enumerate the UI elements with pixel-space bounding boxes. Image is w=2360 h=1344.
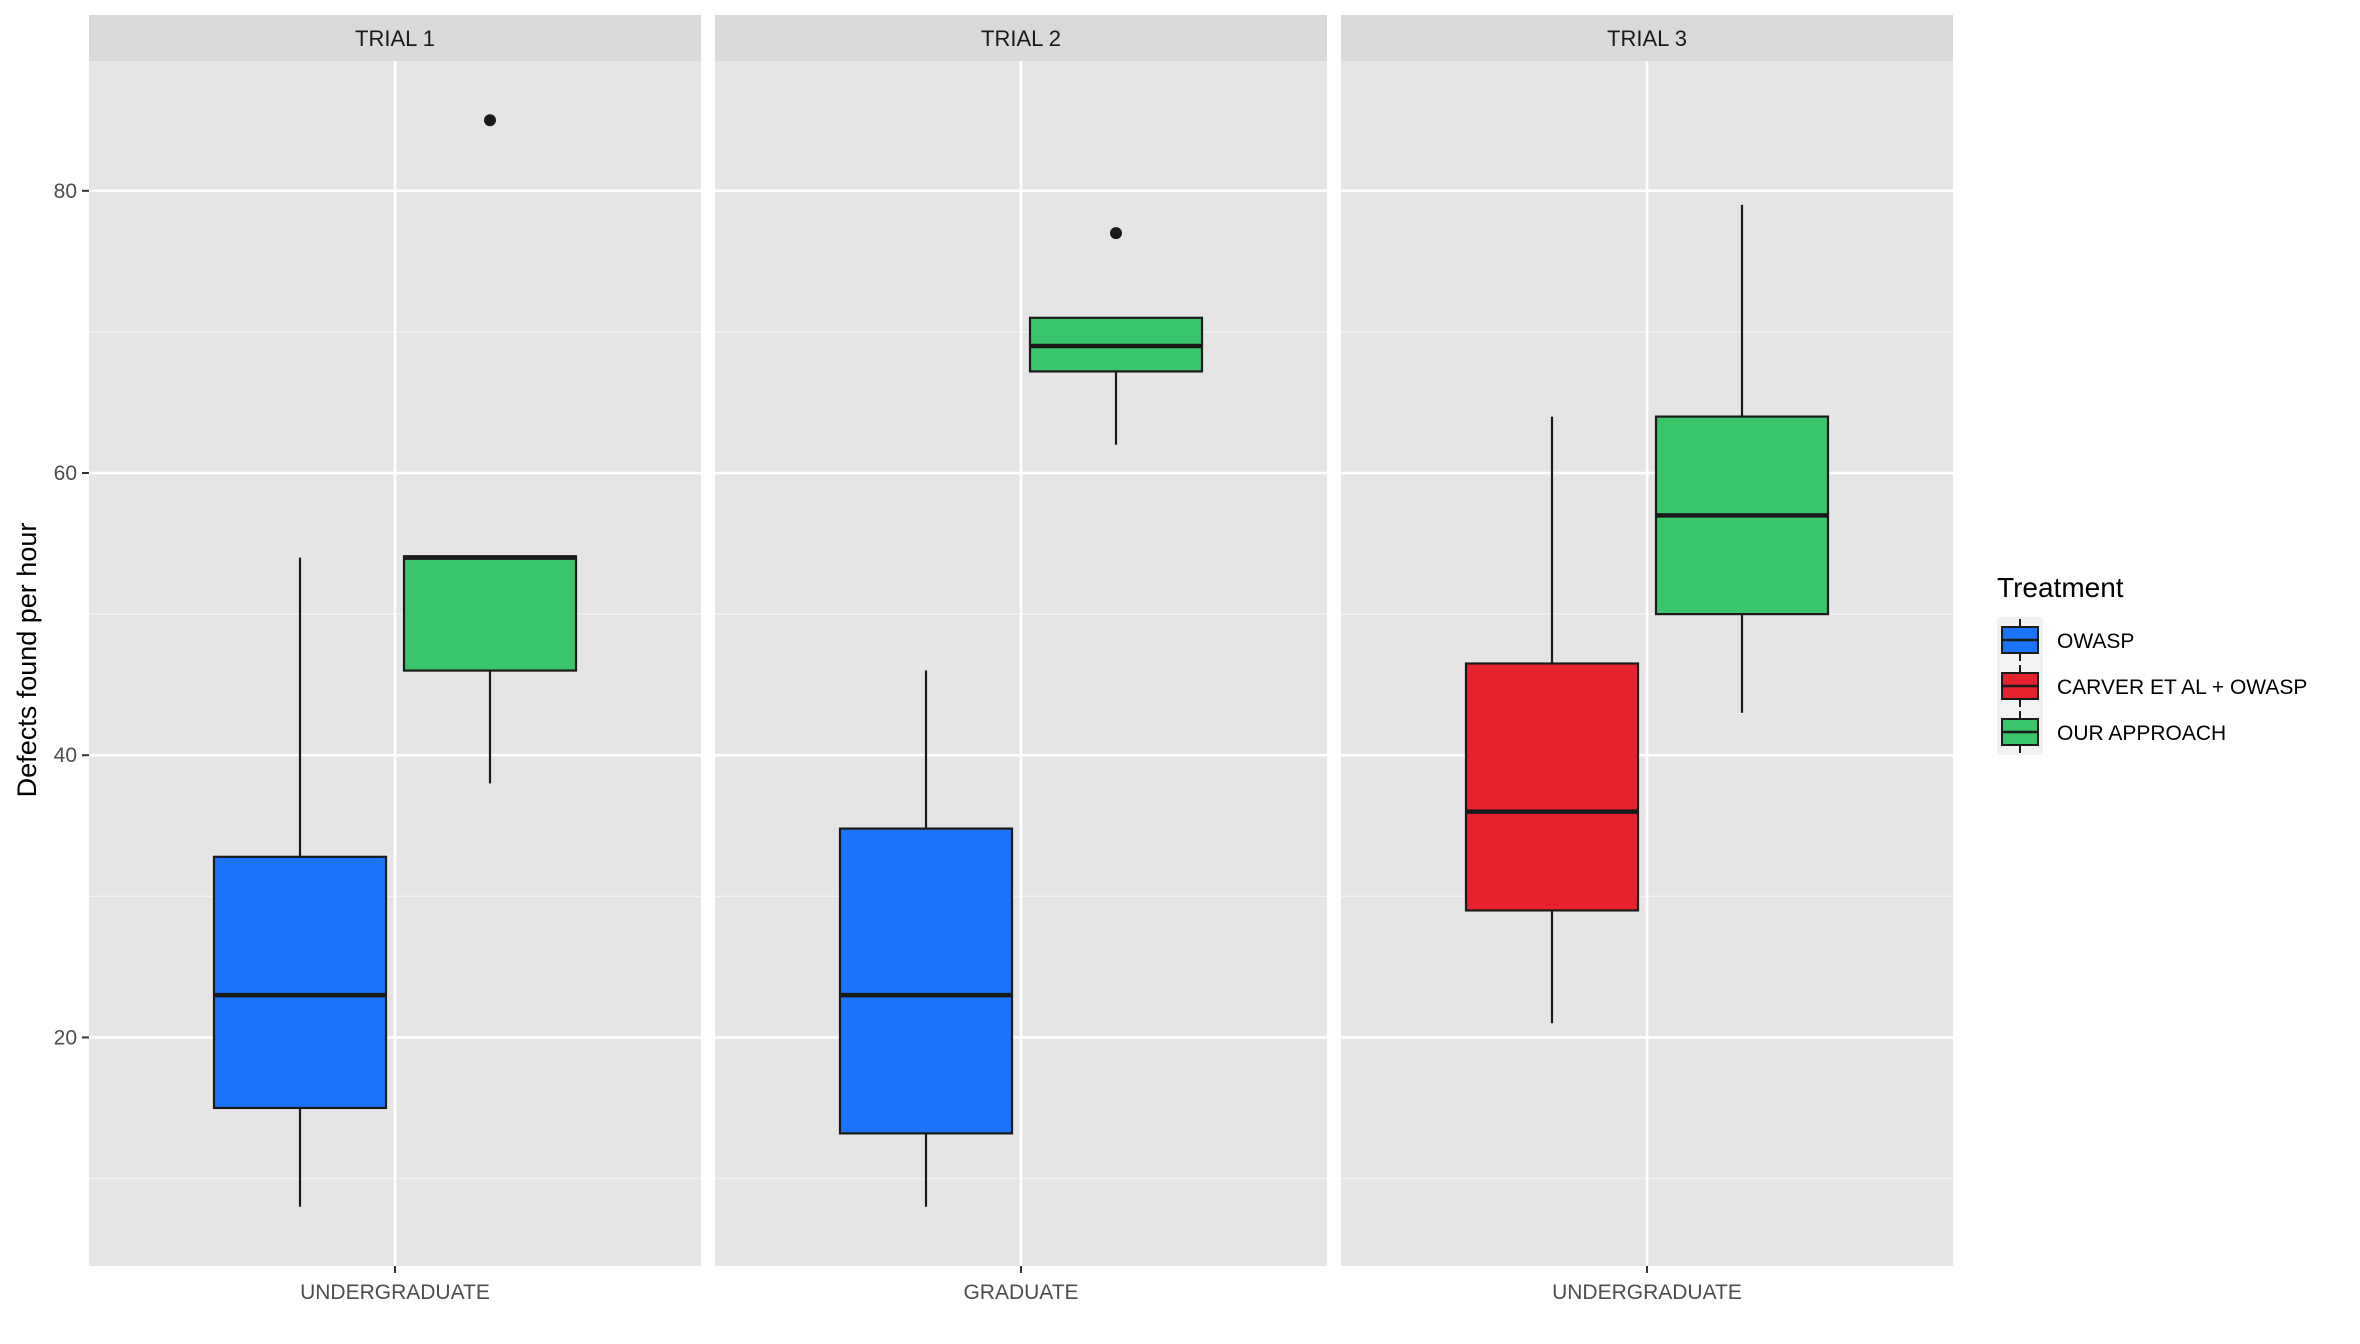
outlier-point bbox=[1110, 227, 1122, 240]
outlier-point bbox=[484, 114, 496, 127]
box-iqr bbox=[212, 855, 388, 1110]
y-axis: 20 40 60 80 bbox=[54, 180, 89, 1049]
y-tick-label: 60 bbox=[54, 462, 77, 485]
box-iqr bbox=[1464, 662, 1640, 912]
box-our-approach bbox=[1654, 204, 1830, 713]
strip-label: TRIAL 3 bbox=[1607, 26, 1687, 51]
legend-entry-carver-et-al-owasp: CARVER ET AL + OWASP bbox=[1997, 663, 2307, 709]
strip-label: TRIAL 1 bbox=[355, 26, 435, 51]
box-owasp bbox=[838, 670, 1014, 1207]
box-our-approach bbox=[402, 114, 578, 784]
y-tick-label: 20 bbox=[54, 1026, 77, 1049]
facet-panel-2: TRIAL 2 GRADUATE bbox=[715, 15, 1327, 1304]
box-our-approach bbox=[1028, 227, 1204, 445]
box-iqr bbox=[838, 827, 1014, 1135]
facet-panel-1: TRIAL 1 UNDERGRADUATE bbox=[89, 15, 701, 1304]
y-axis-title: Defects found per hour bbox=[12, 523, 42, 798]
x-tick-label: UNDERGRADUATE bbox=[300, 1281, 490, 1304]
legend-entry-our-approach: OUR APPROACH bbox=[1997, 709, 2226, 755]
legend-title: Treatment bbox=[1997, 572, 2124, 603]
y-tick-label: 80 bbox=[54, 180, 77, 203]
box-carver-et-al-owasp bbox=[1464, 416, 1640, 1024]
legend-entry-owasp: OWASP bbox=[1997, 617, 2134, 663]
box-iqr bbox=[402, 555, 578, 672]
x-tick-label: UNDERGRADUATE bbox=[1552, 1281, 1742, 1304]
strip-background bbox=[89, 15, 701, 61]
strip-background bbox=[715, 15, 1327, 61]
strip-label: TRIAL 2 bbox=[981, 26, 1061, 51]
strip-background bbox=[1341, 15, 1953, 61]
x-tick-label: GRADUATE bbox=[963, 1281, 1078, 1304]
legend-label: CARVER ET AL + OWASP bbox=[2057, 676, 2307, 699]
box-owasp bbox=[212, 557, 388, 1207]
y-tick-label: 40 bbox=[54, 744, 77, 767]
legend: Treatment OWASP CARVER ET AL + OWASP OUR A… bbox=[1997, 572, 2307, 755]
legend-label: OWASP bbox=[2057, 630, 2134, 653]
facet-panel-3: TRIAL 3 UNDERGRADUATE bbox=[1341, 15, 1953, 1304]
legend-label: OUR APPROACH bbox=[2057, 722, 2226, 745]
